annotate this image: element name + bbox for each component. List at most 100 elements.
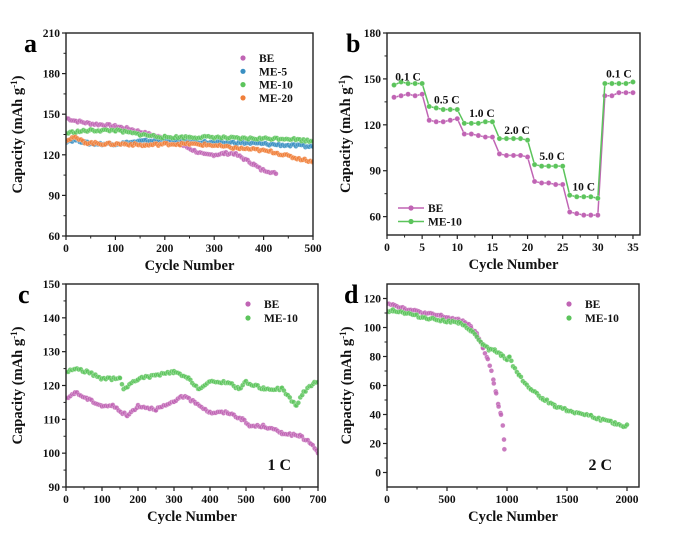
x-tick-label: 1500 <box>556 494 579 506</box>
y-tick-label: 60 <box>49 231 61 243</box>
data-point-me-10 <box>454 106 461 113</box>
data-point-be <box>566 209 573 215</box>
x-tick-label: 5 <box>419 242 425 254</box>
x-tick-label: 0 <box>384 494 390 506</box>
y-tick-label: 180 <box>364 28 382 40</box>
data-point-me-10 <box>398 79 404 85</box>
data-point-be <box>454 115 461 122</box>
legend-label: BE <box>585 299 601 311</box>
x-tick-label: 30 <box>592 242 604 254</box>
data-point-me-10 <box>624 422 630 428</box>
panel-a: 0 100 200 300 400 500 60 90 120 150 180 210 Cycle Nu… <box>9 28 322 274</box>
x-tick-label: 15 <box>487 242 499 254</box>
data-point-be <box>488 368 495 374</box>
legend-label: ME-10 <box>428 217 462 229</box>
x-axis-title: Cycle Number <box>145 258 235 274</box>
legend: BE ME-10 <box>245 299 298 325</box>
y-tick-label: 120 <box>364 294 382 306</box>
legend-marker <box>245 301 251 307</box>
y-tick-label: 100 <box>43 448 61 460</box>
plot-area-b <box>391 79 636 219</box>
legend-marker <box>240 55 246 61</box>
data-point-be <box>594 212 601 219</box>
rate-annotation: 10 C <box>572 182 595 194</box>
legend-marker <box>566 315 572 321</box>
data-point-be <box>493 390 499 396</box>
x-axis-title: Cycle Number <box>147 509 237 525</box>
x-tick-label: 100 <box>107 243 125 255</box>
legend-label: ME-10 <box>264 313 298 325</box>
x-axis-title: Cycle Number <box>469 257 559 273</box>
data-point-be <box>482 350 488 357</box>
data-point-me-10 <box>552 163 559 170</box>
y-tick-label: 40 <box>370 410 382 422</box>
data-point-me-10 <box>601 80 608 87</box>
rate-annotation: 0.1 C <box>395 71 421 83</box>
data-point-me-10 <box>489 118 496 125</box>
data-point-me-10 <box>566 192 573 199</box>
data-point-be <box>485 356 491 362</box>
data-point-be <box>573 210 580 217</box>
data-point-me-10 <box>433 105 440 111</box>
data-point-me-10 <box>461 120 468 127</box>
data-point-me-10 <box>440 106 447 113</box>
data-point-me-10 <box>517 135 524 142</box>
data-point-me-10 <box>508 358 514 364</box>
y-tick-label: 80 <box>370 352 382 364</box>
rate-annotation: 0.5 C <box>434 94 460 106</box>
data-point-me-10 <box>503 135 510 142</box>
legend-marker <box>408 218 414 225</box>
data-point-be <box>440 118 447 125</box>
data-point-be <box>398 92 404 99</box>
plot-area-c <box>66 365 318 456</box>
x-axis-title: Cycle Number <box>468 509 558 525</box>
data-point-be <box>501 436 507 443</box>
legend: BE ME-10 <box>566 299 619 325</box>
data-point-be <box>501 446 508 452</box>
data-point-be <box>426 117 433 124</box>
data-point-be <box>630 89 636 96</box>
legend-label: BE <box>259 53 275 65</box>
data-point-be <box>419 91 426 98</box>
data-point-be <box>489 134 496 140</box>
data-point-be <box>616 89 622 96</box>
plot-area-d <box>387 300 630 452</box>
data-point-be <box>510 152 517 159</box>
y-tick-label: 120 <box>43 381 61 393</box>
x-tick-label: 600 <box>273 494 291 506</box>
y-tick-label: 90 <box>49 482 61 494</box>
x-tick-label: 200 <box>129 494 147 506</box>
data-point-be <box>587 212 594 219</box>
rate-annotation: 2 C <box>588 457 612 474</box>
rate-annotation: 1.0 C <box>469 108 495 120</box>
x-tick-label: 0 <box>384 242 390 254</box>
data-point-me-10 <box>510 135 517 142</box>
panel-label: b <box>346 29 360 58</box>
data-point-be <box>468 131 475 137</box>
data-point-me-10 <box>545 163 552 170</box>
data-point-be <box>475 132 482 139</box>
y-tick-label: 90 <box>49 190 61 202</box>
data-point-me-10 <box>524 137 531 144</box>
y-tick-label: 0 <box>375 468 381 480</box>
data-point-be <box>405 91 411 98</box>
y-tick-label: 180 <box>43 69 61 81</box>
x-tick-label: 400 <box>201 494 219 506</box>
panel-d: 0 500 1000 1500 2000 0 20 40 60 80 100 120 Cycle Num… <box>338 280 640 525</box>
x-tick-label: 700 <box>309 494 327 506</box>
data-point-be <box>559 181 566 188</box>
x-tick-label: 300 <box>206 243 224 255</box>
data-point-be <box>608 92 615 99</box>
legend-marker <box>240 82 246 88</box>
y-tick-label: 110 <box>43 414 60 426</box>
legend-label: BE <box>264 299 280 311</box>
data-point-be <box>495 403 502 410</box>
data-point-be <box>447 117 454 124</box>
x-tick-label: 10 <box>452 242 464 254</box>
legend-label: ME-20 <box>259 93 293 105</box>
data-point-be <box>461 131 468 137</box>
data-point-me-10 <box>580 193 587 200</box>
y-axis-title: Capacity (mAh g-1) <box>9 326 26 444</box>
legend-label: ME-10 <box>585 313 619 325</box>
